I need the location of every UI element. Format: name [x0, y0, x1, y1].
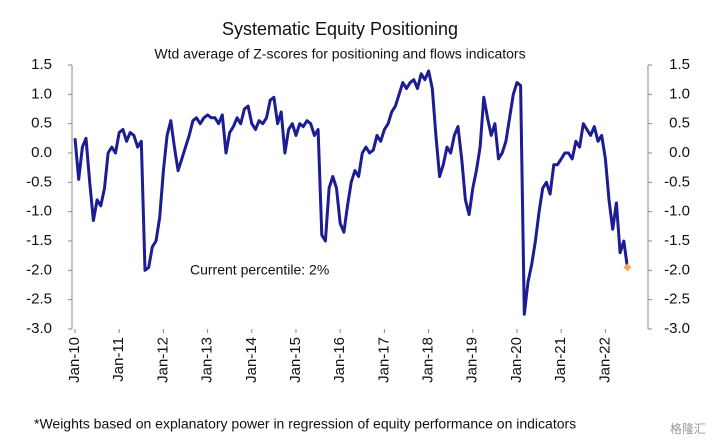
y-tick-label: -3.0: [26, 320, 52, 337]
y2-tick-label: -2.0: [664, 261, 690, 278]
x-tick-label: Jan-20: [508, 337, 525, 383]
watermark: 格隆汇: [670, 421, 706, 436]
x-tick-label: Jan-18: [420, 337, 437, 383]
y2-tick-label: 1.0: [669, 85, 690, 102]
y2-tick-label: -3.0: [664, 320, 690, 337]
current-marker: [623, 263, 632, 272]
x-tick-label: Jan-15: [287, 337, 304, 383]
data-line: [73, 69, 629, 316]
y2-tick-label: -1.0: [664, 203, 690, 220]
y-tick-label: 1.5: [31, 56, 52, 73]
x-tick-label: Jan-17: [375, 337, 392, 383]
y-tick-label: -1.0: [26, 203, 52, 220]
y2-tick-label: 0.0: [669, 144, 690, 161]
y-tick-label: 0.5: [31, 115, 52, 132]
y2-tick-label: -0.5: [664, 173, 690, 190]
x-tick-label: Jan-21: [552, 337, 569, 383]
y2-tick-label: -1.5: [664, 232, 690, 249]
chart-title: Systematic Equity Positioning: [222, 19, 458, 39]
footnote: *Weights based on explanatory power in r…: [34, 416, 576, 432]
x-tick-label: Jan-12: [154, 337, 171, 383]
x-tick-label: Jan-19: [464, 337, 481, 383]
annotation: Current percentile: 2%: [190, 262, 329, 278]
y-tick-label: 0.0: [31, 144, 52, 161]
y2-tick-label: 0.5: [669, 115, 690, 132]
x-tick-label: Jan-11: [110, 337, 127, 382]
y-tick-label: -2.5: [26, 291, 52, 308]
y2-tick-label: -2.5: [664, 291, 690, 308]
y-tick-label: 1.0: [31, 85, 52, 102]
x-tick-label: Jan-14: [243, 337, 260, 383]
x-tick-label: Jan-16: [331, 337, 348, 383]
y-tick-label: -1.5: [26, 232, 52, 249]
y2-tick-label: 1.5: [669, 56, 690, 73]
x-tick-label: Jan-10: [66, 337, 83, 383]
y-tick-label: -0.5: [26, 173, 52, 190]
chart-subtitle: Wtd average of Z-scores for positioning …: [154, 46, 525, 62]
x-tick-label: Jan-13: [199, 337, 216, 383]
y-tick-label: -2.0: [26, 261, 52, 278]
x-tick-label: Jan-22: [596, 337, 613, 383]
